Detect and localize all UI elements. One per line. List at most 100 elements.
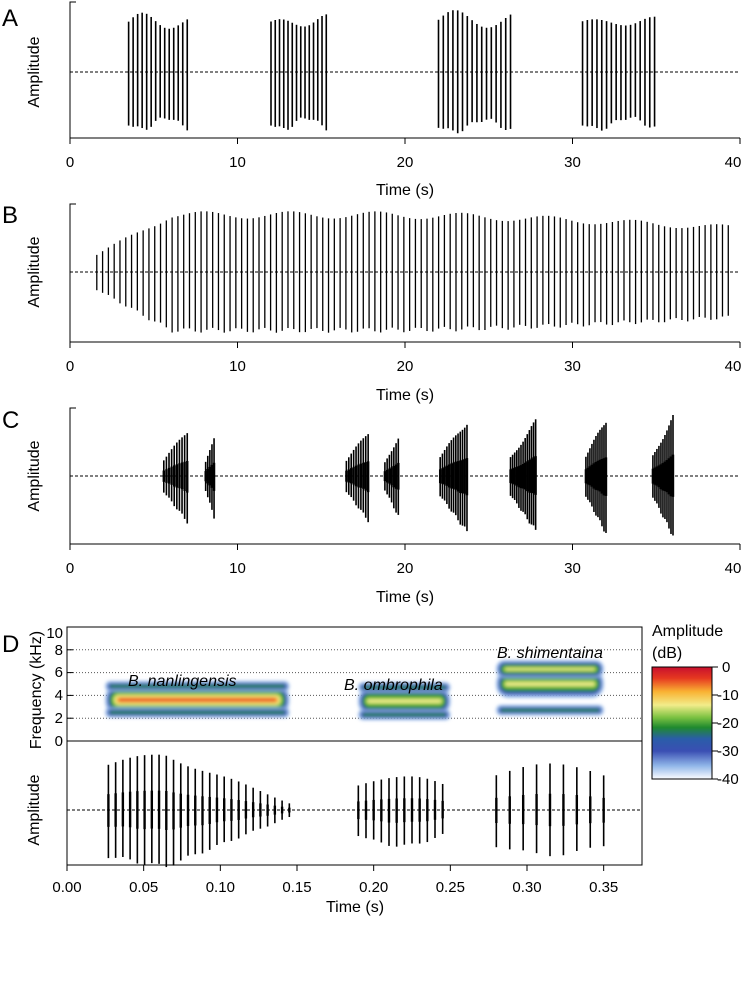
pulse-core-d-2-3 xyxy=(535,794,538,826)
pulse-core-c-4-0 xyxy=(438,469,442,484)
pulse-core-c-6-6 xyxy=(596,460,600,491)
xtick-d-2: 0.10 xyxy=(206,879,235,896)
pulse-core-c-7-9 xyxy=(669,456,673,497)
pulse-core-d-0-18 xyxy=(237,800,240,820)
pulse-core-c-6-5 xyxy=(594,462,598,490)
pulse-core-c-6-4 xyxy=(592,463,596,489)
pulse-core-c-3-0 xyxy=(383,471,387,482)
ylabel-d-spectrogram: Frequency (kHz) xyxy=(28,631,45,749)
pulse-core-d-0-25 xyxy=(288,807,291,813)
ticks-b xyxy=(69,342,741,348)
xlabel-d: Time (s) xyxy=(326,899,384,916)
ytick-d-10: 10 xyxy=(46,625,63,642)
pulse-core-d-0-5 xyxy=(143,790,146,830)
xtick-a-4: 40 xyxy=(725,154,742,171)
spec-band-2-0-4 xyxy=(505,682,595,686)
pulse-core-d-0-9 xyxy=(172,792,175,830)
ticks-a xyxy=(69,138,741,144)
pulse-core-c-4-6 xyxy=(452,462,455,489)
pulse-core-c-2-5 xyxy=(357,464,360,488)
pulse-core-c-6-9 xyxy=(602,458,606,496)
pulse-core-d-0-4 xyxy=(136,791,139,829)
pulse-core-c-2-3 xyxy=(352,466,355,485)
pulse-core-c-7-3 xyxy=(657,465,661,488)
pulse-core-d-2-4 xyxy=(548,793,552,827)
pulse-core-d-0-0 xyxy=(107,794,110,827)
pulse-core-c-4-2 xyxy=(443,466,446,485)
ylabel-a: Amplitude xyxy=(26,36,43,107)
pulse-core-c-3-1 xyxy=(385,469,389,483)
pulse-core-d-0-20 xyxy=(251,802,255,818)
xtick-c-2: 20 xyxy=(397,560,414,577)
spectrogram-energy xyxy=(105,660,604,720)
pulse-core-d-1-7 xyxy=(410,798,414,822)
pulse-core-d-1-9 xyxy=(426,799,429,822)
pulse-core-c-5-0 xyxy=(509,469,512,483)
pulse-core-d-0-23 xyxy=(273,805,277,815)
xtick-d-4: 0.20 xyxy=(359,879,388,896)
pulse-core-c-1-2 xyxy=(208,466,212,486)
panel-c: C Amplitude 0 10 20 30 40 Time (s) xyxy=(2,407,741,606)
colorbar-tick-0: 0 xyxy=(722,659,730,676)
xlabel-b: Time (s) xyxy=(376,387,434,404)
pulse-core-c-5-11 xyxy=(532,457,535,494)
ytick-d-8: 8 xyxy=(55,642,63,659)
species-label-ombrophila: B. ombrophila xyxy=(344,677,443,694)
pulse-core-c-4-11 xyxy=(463,459,466,494)
pulse-core-d-0-15 xyxy=(215,797,219,823)
pulse-core-c-5-6 xyxy=(521,463,525,489)
pulse-core-c-0-9 xyxy=(186,460,189,493)
pulse-core-d-2-7 xyxy=(589,796,592,824)
pulse-core-c-5-2 xyxy=(513,467,516,485)
spec-band-1-2-2 xyxy=(362,686,446,689)
xtick-d-1: 0.05 xyxy=(129,879,158,896)
pulse-core-d-0-3 xyxy=(128,791,132,828)
pulse-core-c-2-2 xyxy=(350,468,353,484)
pulse-core-c-4-7 xyxy=(454,461,458,490)
pulse-core-c-2-7 xyxy=(362,462,365,489)
pulse-core-c-6-0 xyxy=(584,469,588,484)
pulse-core-c-6-7 xyxy=(598,459,602,492)
pulse-core-d-0-6 xyxy=(150,790,154,829)
xtick-c-4: 40 xyxy=(725,560,742,577)
pulse-core-d-2-8 xyxy=(602,797,605,823)
ytick-d-6: 6 xyxy=(55,664,63,681)
pulse-core-c-5-4 xyxy=(517,466,521,488)
ytick-d-2: 2 xyxy=(55,710,63,727)
xlabel-a: Time (s) xyxy=(376,182,434,199)
pulse-core-c-3-3 xyxy=(390,467,393,486)
pulse-core-d-0-8 xyxy=(165,791,168,830)
pulse-core-c-5-10 xyxy=(530,458,533,493)
pulse-core-c-0-7 xyxy=(180,462,184,490)
species-label-nanlingensis: B. nanlingensis xyxy=(128,673,237,690)
pulse-core-d-1-5 xyxy=(395,798,398,823)
pulse-core-d-2-1 xyxy=(508,796,511,824)
pulse-core-d-1-2 xyxy=(372,799,375,821)
colorbar-tick-30: -30 xyxy=(717,743,739,760)
pulse-core-d-0-10 xyxy=(179,793,182,828)
colorbar-ticks xyxy=(712,666,718,780)
pulse-core-d-0-19 xyxy=(244,801,248,819)
xtick-d-3: 0.15 xyxy=(282,879,311,896)
pulse-core-c-2-4 xyxy=(354,465,358,487)
pulse-core-c-2-8 xyxy=(364,462,367,491)
xtick-b-4: 40 xyxy=(725,358,742,375)
pulse-core-c-7-5 xyxy=(661,463,665,491)
pulse-core-d-0-7 xyxy=(157,790,161,829)
pulse-core-c-6-8 xyxy=(600,458,604,494)
pulse-core-c-7-6 xyxy=(663,461,667,492)
pulse-core-c-5-12 xyxy=(534,456,537,495)
pulse-core-c-0-2 xyxy=(167,467,171,484)
xtick-c-1: 10 xyxy=(229,560,246,577)
xtick-d-5: 0.25 xyxy=(436,879,465,896)
xtick-d-6: 0.30 xyxy=(512,879,541,896)
pulse-core-c-4-5 xyxy=(450,463,453,489)
pulse-core-c-5-7 xyxy=(523,462,527,490)
pulse-core-d-0-24 xyxy=(280,806,284,814)
xtick-a-2: 20 xyxy=(397,154,414,171)
xtick-c-3: 30 xyxy=(564,560,581,577)
pulse-core-d-2-0 xyxy=(495,797,498,824)
pulse-core-d-0-14 xyxy=(208,796,211,824)
panel-d-spectrogram: D Frequency (kHz) 0 2 4 6 8 10 B. nanlin… xyxy=(2,623,739,788)
